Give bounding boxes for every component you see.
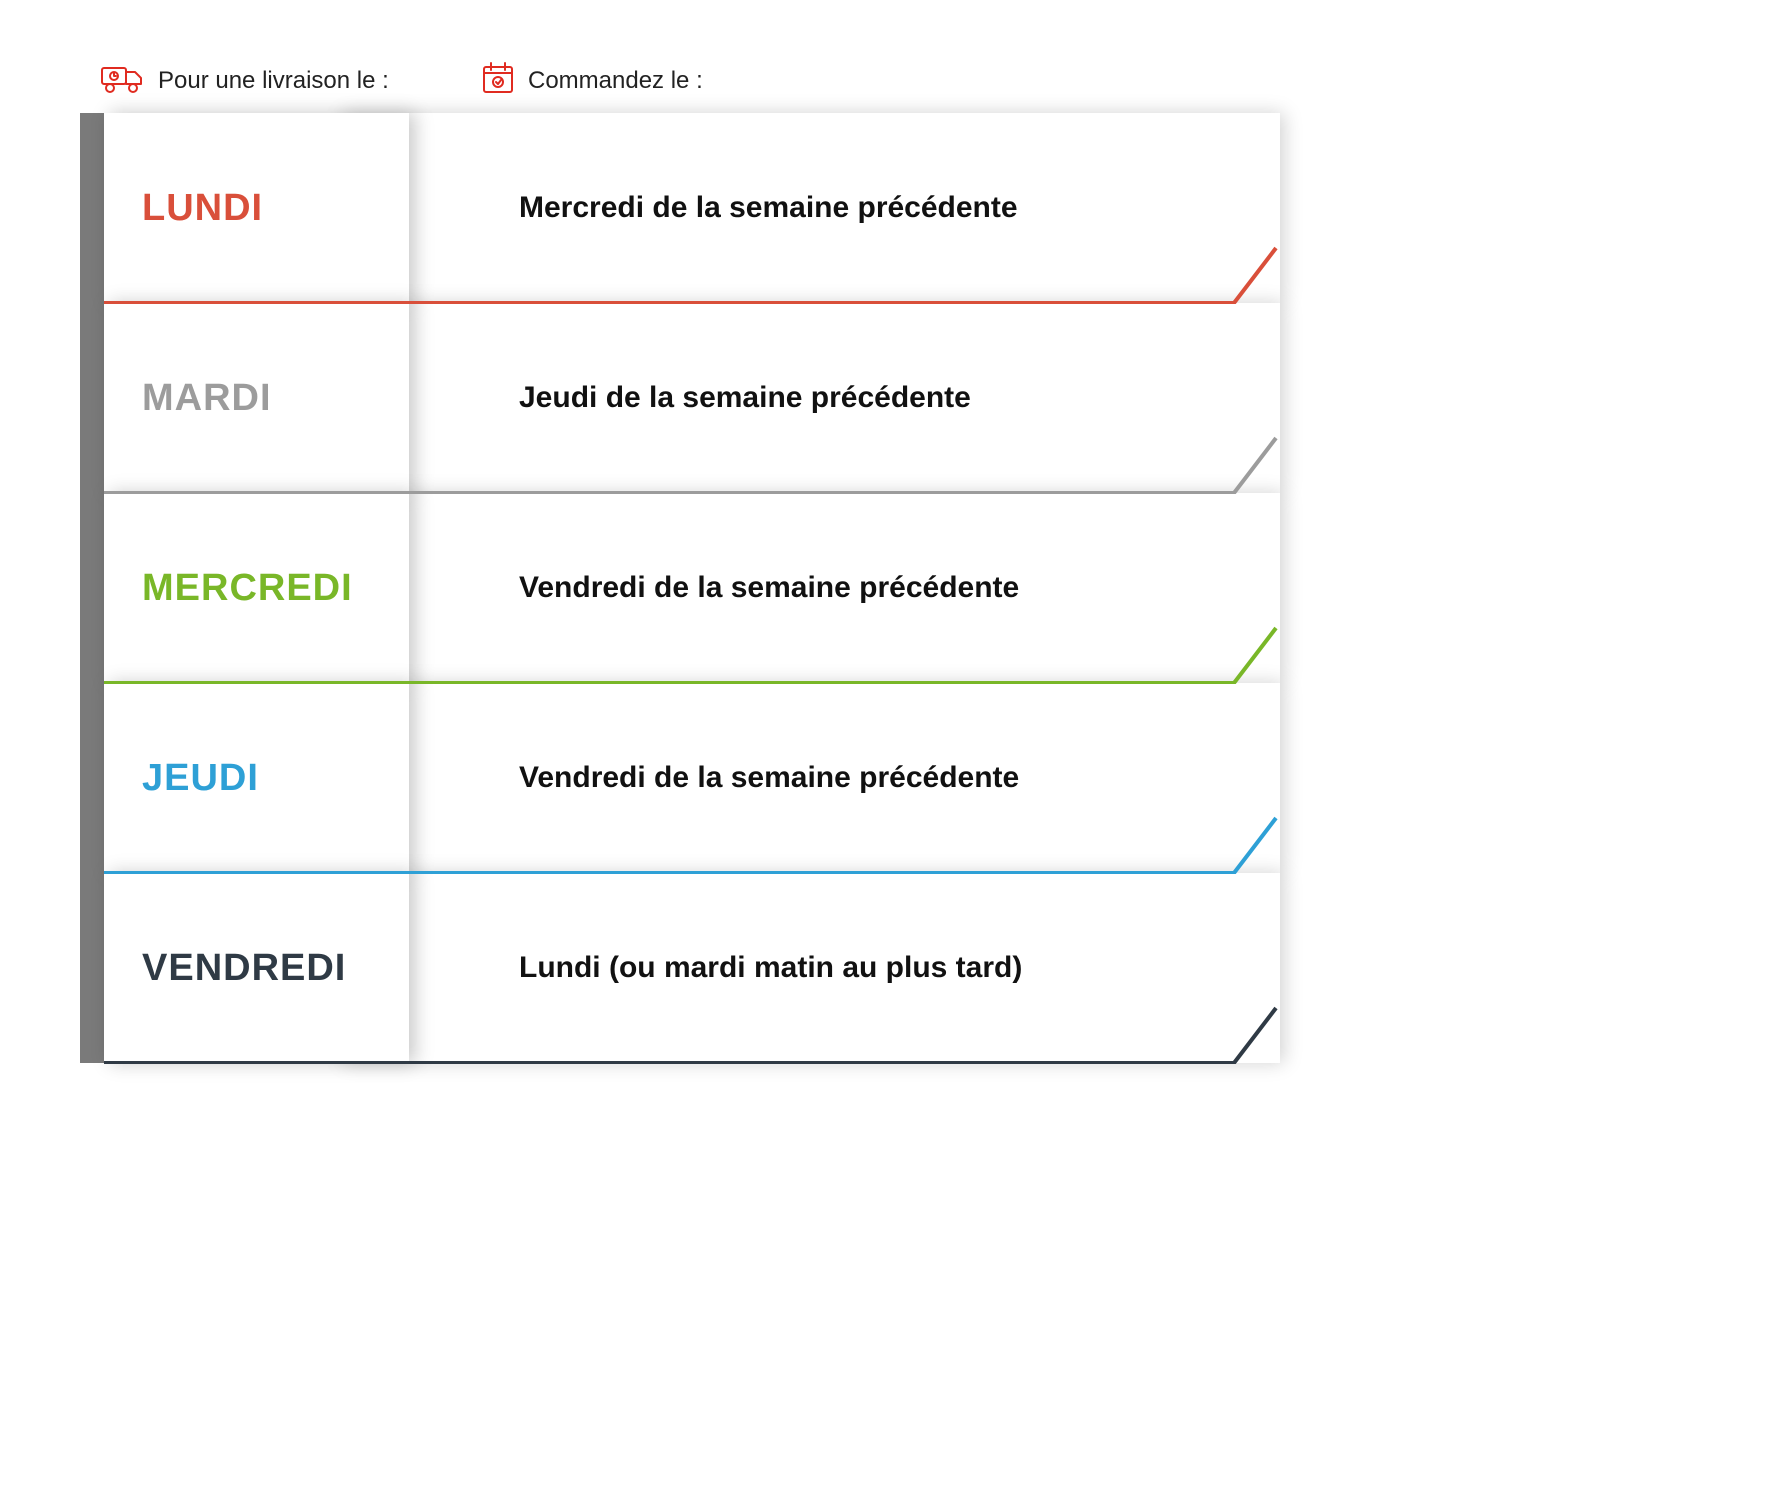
left-accent-bar — [80, 113, 104, 1063]
schedule-row: MARDI Jeudi de la semaine précédente — [104, 303, 1280, 493]
day-cell: VENDREDI — [104, 873, 409, 1063]
truck-icon — [100, 62, 146, 99]
order-cell: Jeudi de la semaine précédente — [339, 303, 1280, 493]
order-cell: Vendredi de la semaine précédente — [339, 493, 1280, 683]
order-text: Lundi (ou mardi matin au plus tard) — [519, 951, 1022, 985]
day-label: LUNDI — [142, 187, 263, 230]
schedule-row: JEUDI Vendredi de la semaine précédente — [104, 683, 1280, 873]
order-text: Vendredi de la semaine précédente — [519, 761, 1019, 795]
day-cell: JEUDI — [104, 683, 409, 873]
day-label: MERCREDI — [142, 567, 353, 610]
day-cell: MERCREDI — [104, 493, 409, 683]
order-cell: Mercredi de la semaine précédente — [339, 113, 1280, 303]
day-cell: MARDI — [104, 303, 409, 493]
order-text: Vendredi de la semaine précédente — [519, 571, 1019, 605]
header-delivery-label: Pour une livraison le : — [158, 67, 389, 95]
order-text: Jeudi de la semaine précédente — [519, 381, 971, 415]
schedule-row: MERCREDI Vendredi de la semaine précéden… — [104, 493, 1280, 683]
schedule-row: LUNDI Mercredi de la semaine précédente — [104, 113, 1280, 303]
calendar-icon — [480, 60, 516, 101]
schedule-row: VENDREDI Lundi (ou mardi matin au plus t… — [104, 873, 1280, 1063]
day-label: VENDREDI — [142, 947, 346, 990]
day-label: MARDI — [142, 377, 272, 420]
delivery-schedule: Pour une livraison le : Commandez le : — [80, 60, 1280, 1063]
order-cell: Vendredi de la semaine précédente — [339, 683, 1280, 873]
header-order: Commandez le : — [480, 60, 703, 101]
schedule-body: LUNDI Mercredi de la semaine précédente … — [80, 113, 1280, 1063]
header-order-label: Commandez le : — [528, 67, 703, 95]
order-text: Mercredi de la semaine précédente — [519, 191, 1018, 225]
day-cell: LUNDI — [104, 113, 409, 303]
header-delivery: Pour une livraison le : — [100, 62, 480, 99]
header-row: Pour une livraison le : Commandez le : — [80, 60, 1280, 101]
order-cell: Lundi (ou mardi matin au plus tard) — [339, 873, 1280, 1063]
day-label: JEUDI — [142, 757, 259, 800]
